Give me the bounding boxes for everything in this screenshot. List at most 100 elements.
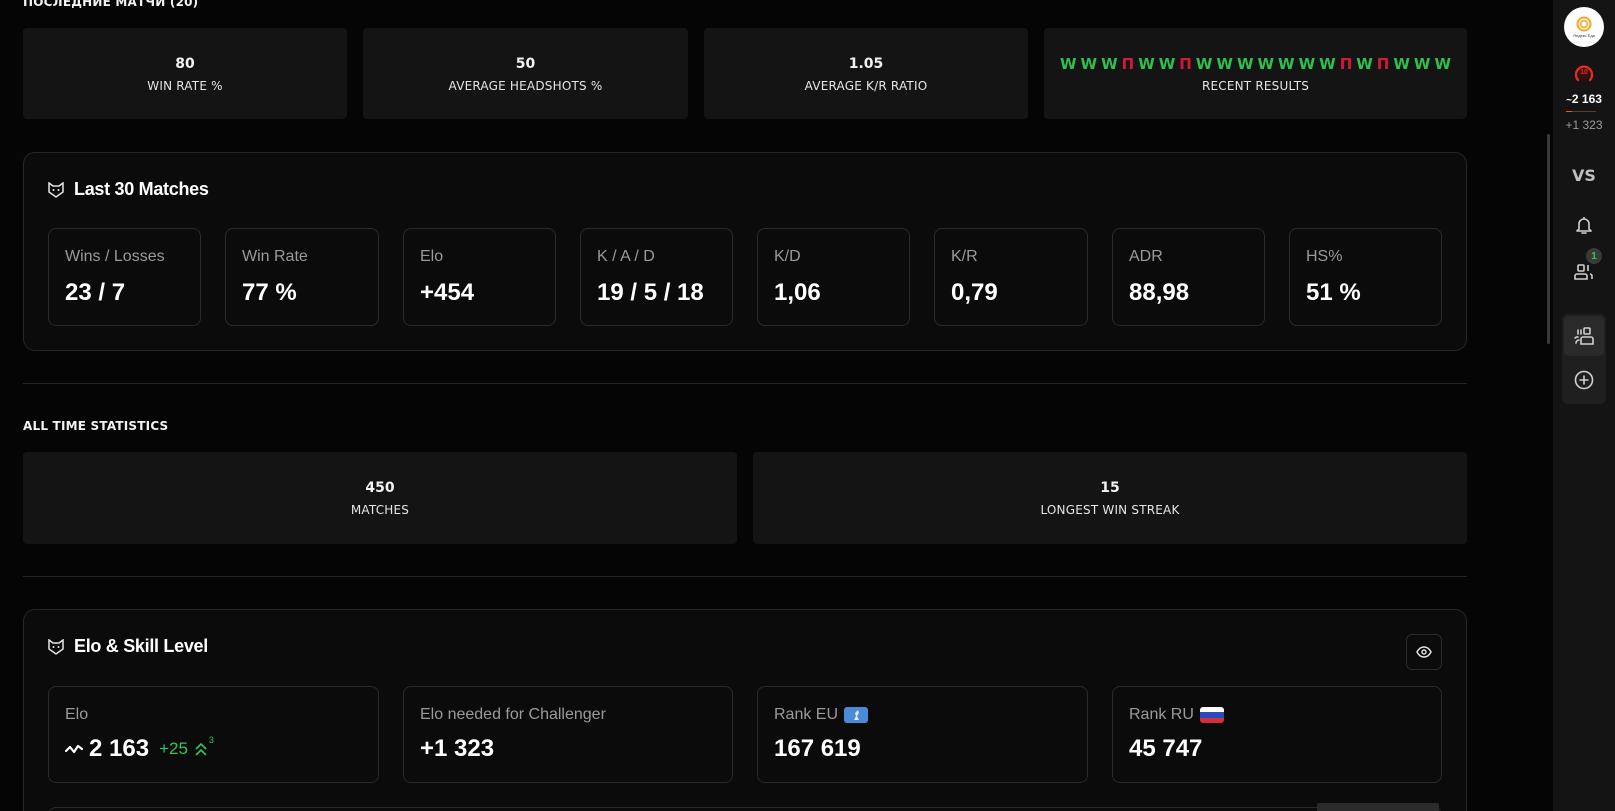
elo-skill-header: Elo & Skill Level — [48, 636, 208, 657]
result-loss[interactable]: П — [1179, 54, 1192, 73]
longest-streak-value: 15 — [1100, 480, 1120, 496]
stat-value: 1,06 — [774, 279, 821, 306]
all-time-title: ALL TIME STATISTICS — [23, 419, 169, 433]
stat-value: 88,98 — [1129, 279, 1190, 306]
elo-trend-icon — [65, 744, 83, 754]
skill-level-gauge-icon — [1574, 65, 1594, 82]
stat-label: Win Rate — [242, 248, 308, 265]
sidebar-elo-value: 2 163 — [1571, 92, 1602, 106]
sponsor-logo-text: Яндекс Еда — [1573, 33, 1595, 38]
sidebar-elo-needed: +1 323 — [1565, 118, 1603, 132]
result-win[interactable]: W — [1060, 54, 1077, 73]
elo-delta: +25 — [159, 739, 188, 758]
recent-matches-title: ПОСЛЕДНИЕ МАТЧИ (20) — [23, 0, 199, 9]
ru-flag-icon — [1199, 707, 1224, 723]
stat-kad: K / A / D 19 / 5 / 18 — [580, 228, 733, 326]
challenger-value: +1 323 — [420, 735, 495, 762]
section-divider — [23, 576, 1467, 577]
win-rate-label: WIN RATE % — [147, 78, 223, 93]
elo-delta-sup: 3 — [208, 735, 214, 745]
stat-label: Elo — [420, 248, 444, 265]
rank-ru-card: Rank RU 45 747 — [1112, 686, 1442, 783]
stat-elo: Elo +454 — [403, 228, 556, 326]
matches-value: 450 — [365, 480, 395, 496]
result-win[interactable]: W — [1356, 54, 1373, 73]
result-win[interactable]: W — [1216, 54, 1233, 73]
stat-value: +454 — [420, 279, 475, 306]
stat-value: 0,79 — [951, 279, 998, 306]
result-win[interactable]: W — [1158, 54, 1176, 73]
scrollbar-thumb[interactable] — [1547, 134, 1550, 344]
challenger-label: Elo needed for Challenger — [420, 706, 606, 723]
friends-icon — [1574, 264, 1593, 280]
result-win[interactable]: W — [1236, 54, 1254, 73]
avg-headshots-card: 50 AVERAGE HEADSHOTS % — [363, 28, 688, 119]
result-win[interactable]: W — [1298, 54, 1316, 73]
eu-flag-icon — [844, 707, 869, 723]
skill-level-value: 10 — [1580, 69, 1588, 76]
stat-value: 51 % — [1306, 279, 1361, 306]
result-loss[interactable]: П — [1376, 54, 1390, 73]
plus-circle-icon — [1574, 370, 1594, 390]
result-win[interactable]: W — [1413, 54, 1431, 73]
last-30-title: Last 30 Matches — [74, 179, 209, 199]
result-win[interactable]: W — [1080, 54, 1098, 73]
stat-label: K / A / D — [597, 248, 655, 265]
stat-kr: K/R 0,79 — [934, 228, 1088, 326]
rank-eu-label-row: Rank EU — [774, 705, 1071, 725]
notifications-button[interactable] — [1572, 213, 1596, 237]
stat-hs: HS% 51 % — [1289, 228, 1442, 326]
scrollbar-track[interactable] — [1545, 0, 1553, 811]
elo-trend-icon: ~ — [1566, 95, 1572, 106]
elo-rank-up: 3 — [194, 735, 214, 757]
stat-wins-losses: Wins / Losses 23 / 7 — [48, 228, 201, 326]
stat-win-rate: Win Rate 77 % — [225, 228, 379, 326]
result-loss[interactable]: П — [1339, 54, 1353, 73]
result-win[interactable]: W — [1319, 54, 1336, 73]
matches-label: MATCHES — [350, 503, 410, 517]
stat-value: 77 % — [242, 279, 297, 306]
longest-streak-card: 15 LONGEST WIN STREAK — [753, 452, 1467, 544]
elo-progress-bar — [1566, 111, 1596, 112]
friends-button[interactable] — [1572, 260, 1596, 284]
wolf-icon — [48, 638, 64, 655]
versus-button[interactable]: VS — [1572, 166, 1596, 185]
sponsor-logo[interactable]: Яндекс Еда — [1564, 7, 1604, 47]
result-win[interactable]: W — [1101, 54, 1118, 73]
elo-value: 2 163 — [89, 735, 150, 762]
result-win[interactable]: W — [1393, 54, 1410, 73]
double-chevron-up-icon — [195, 742, 207, 756]
yandex-eda-logo-icon — [1576, 16, 1592, 32]
skill-level-badge[interactable]: 10 — [1574, 64, 1594, 84]
result-win[interactable]: W — [1257, 54, 1275, 73]
main-content: ПОСЛЕДНИЕ МАТЧИ (20) 80 WIN RATE % 50 AV… — [23, 0, 1467, 811]
toggle-visibility-button[interactable] — [1406, 634, 1442, 670]
win-rate-value: 80 — [175, 55, 195, 72]
rank-eu-card: Rank EU 167 619 — [757, 686, 1088, 783]
result-win[interactable]: W — [1138, 54, 1155, 73]
party-icon — [1574, 327, 1594, 345]
recent-results-label: RECENT RESULTS — [1201, 78, 1310, 93]
next-card-partial — [48, 807, 1442, 811]
add-party-button[interactable] — [1564, 360, 1604, 400]
wolf-icon — [48, 181, 64, 198]
result-win[interactable]: W — [1278, 54, 1295, 73]
result-loss[interactable]: П — [1121, 54, 1135, 73]
last-30-header: Last 30 Matches — [48, 179, 209, 200]
rank-ru-value: 45 747 — [1129, 735, 1203, 762]
rank-ru-label-row: Rank RU — [1129, 705, 1425, 725]
result-win[interactable]: W — [1195, 54, 1213, 73]
avg-kr-value: 1.05 — [848, 55, 884, 72]
result-win[interactable]: W — [1434, 54, 1451, 73]
matches-card: 450 MATCHES — [23, 452, 737, 544]
avg-headshots-label: AVERAGE HEADSHOTS % — [448, 78, 603, 93]
rank-ru-label: Rank RU — [1129, 706, 1194, 723]
bottom-tab[interactable] — [1317, 803, 1439, 811]
avg-kr-card: 1.05 AVERAGE K/R RATIO — [704, 28, 1028, 119]
stat-label: K/D — [774, 248, 801, 265]
avg-kr-label: AVERAGE K/R RATIO — [804, 78, 928, 93]
elo-label: Elo — [65, 706, 89, 723]
stat-label: Wins / Losses — [65, 248, 165, 265]
party-button[interactable] — [1564, 316, 1604, 356]
